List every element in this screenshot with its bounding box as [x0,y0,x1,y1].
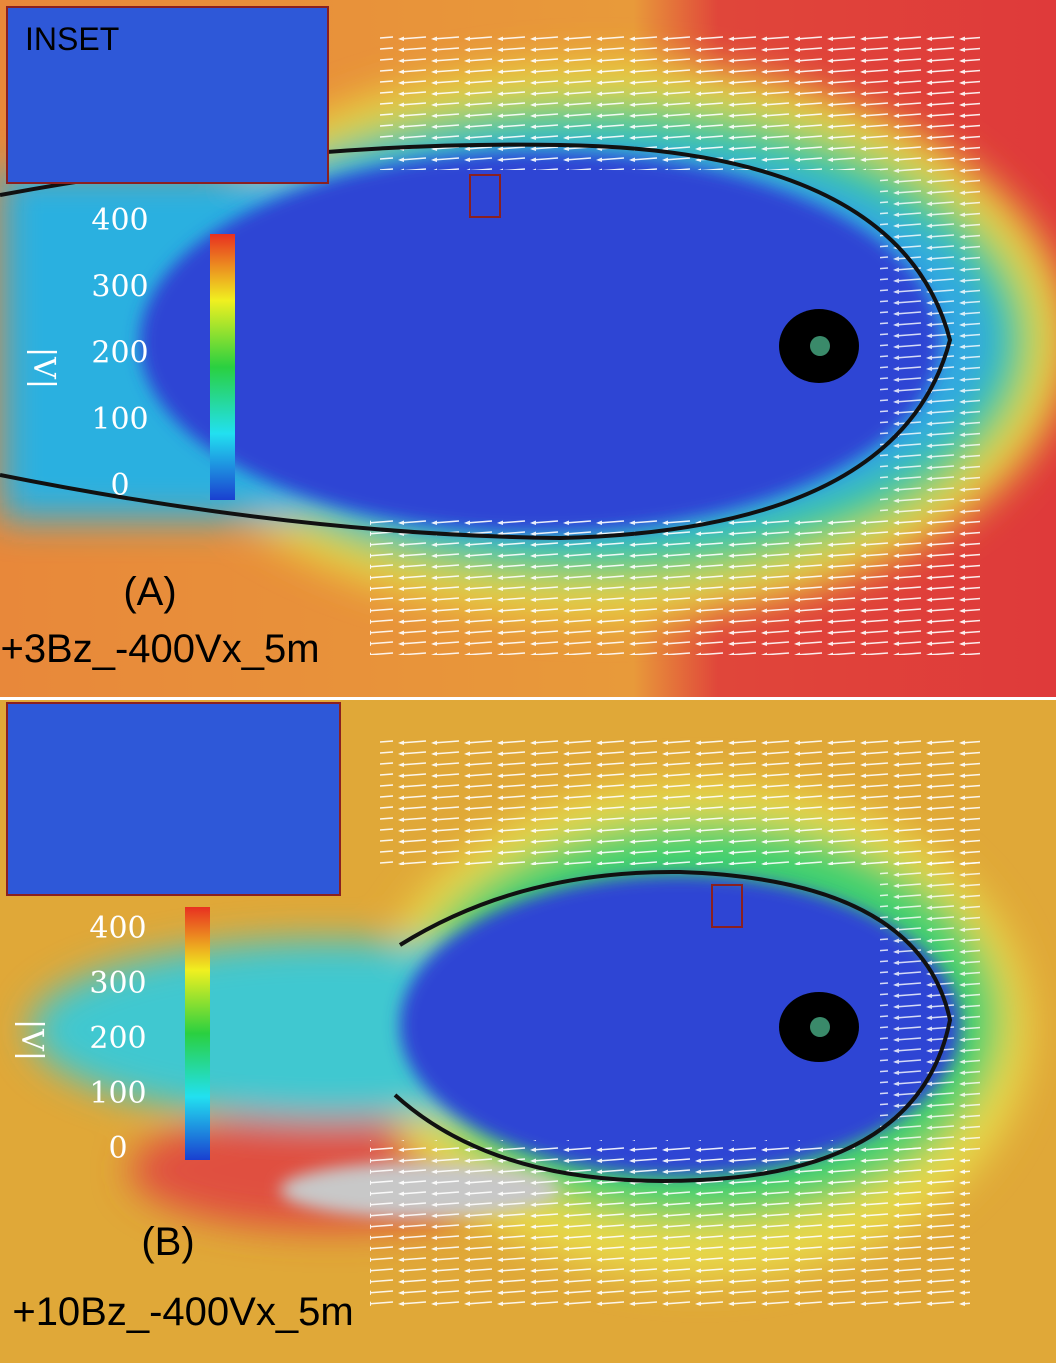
colorbar-tick-label: 300 [89,966,146,1001]
colorbar-tick-label: 200 [89,1021,146,1056]
inset-label: INSET [25,21,119,57]
colorbar-tick-label: 200 [91,336,148,371]
colorbar-title: |V| [26,347,61,389]
colorbar-title: |V| [14,1019,49,1061]
figure: INSET 400 300 200 100 0 |V| (A) +3Bz_-400Vx_… [0,0,1056,1363]
colorbar-tick-label: 300 [91,269,148,304]
colorbar [210,234,235,500]
case-label: +3Bz_-400Vx_5m [0,627,319,671]
colorbar-tick-label: 0 [108,1131,127,1166]
case-label: +10Bz_-400Vx_5m [12,1290,353,1334]
panel-b: 400 300 200 100 0 |V| (B) +10Bz_-400Vx_5m [0,700,1056,1363]
colorbar [185,907,210,1160]
panel-a: INSET 400 300 200 100 0 |V| (A) +3Bz_-400Vx_… [0,0,1056,697]
colorbar-tick-label: 100 [91,402,148,437]
colorbar-tick-label: 400 [89,911,146,946]
colorbar-tick-label: 100 [89,1076,146,1111]
panel-label: (B) [141,1220,194,1264]
colorbar-tick-label: 0 [110,468,129,503]
colorbar-tick-label: 400 [91,203,148,238]
panel-label: (A) [123,570,176,614]
